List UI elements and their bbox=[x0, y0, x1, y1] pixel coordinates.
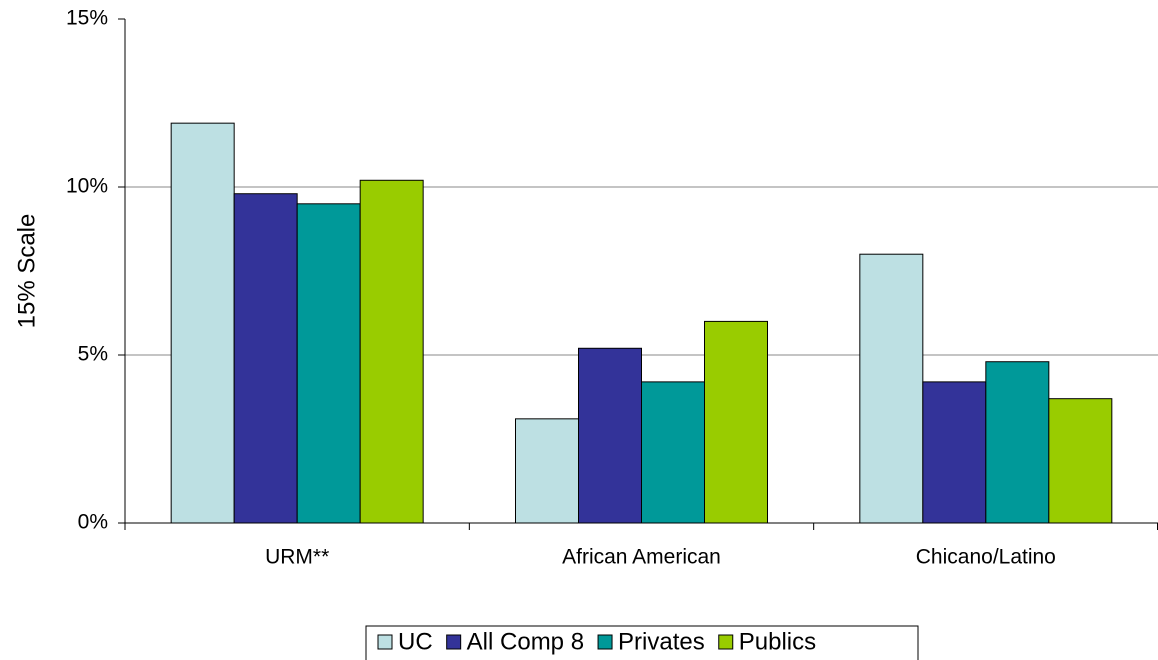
bar bbox=[859, 253, 924, 524]
legend-swatch bbox=[446, 634, 462, 650]
legend-label: Publics bbox=[739, 628, 816, 655]
x-tick-label: African American bbox=[562, 546, 721, 569]
legend-label: Privates bbox=[618, 628, 705, 655]
y-tick-label: 5% bbox=[78, 343, 108, 366]
bar bbox=[985, 361, 1050, 524]
legend-swatch bbox=[377, 634, 393, 650]
legend-swatch bbox=[597, 634, 613, 650]
bar bbox=[515, 418, 579, 524]
y-tick-label: 10% bbox=[66, 175, 108, 198]
legend-swatch bbox=[718, 634, 734, 650]
x-tick-label: URM** bbox=[265, 546, 329, 569]
y-tick-label: 15% bbox=[66, 7, 108, 30]
bar bbox=[922, 381, 987, 524]
legend-label: UC bbox=[398, 628, 433, 655]
bar bbox=[296, 203, 361, 524]
bar bbox=[578, 347, 642, 524]
bar bbox=[641, 381, 705, 524]
legend-label: All Comp 8 bbox=[467, 628, 584, 655]
bar bbox=[170, 122, 235, 524]
bar bbox=[233, 193, 298, 524]
bar bbox=[359, 179, 424, 524]
bar bbox=[1048, 398, 1113, 524]
y-axis-label: 15% Scale bbox=[13, 214, 40, 329]
y-tick-label: 0% bbox=[78, 511, 108, 534]
bar bbox=[704, 320, 768, 524]
x-tick-label: Chicano/Latino bbox=[916, 546, 1056, 569]
